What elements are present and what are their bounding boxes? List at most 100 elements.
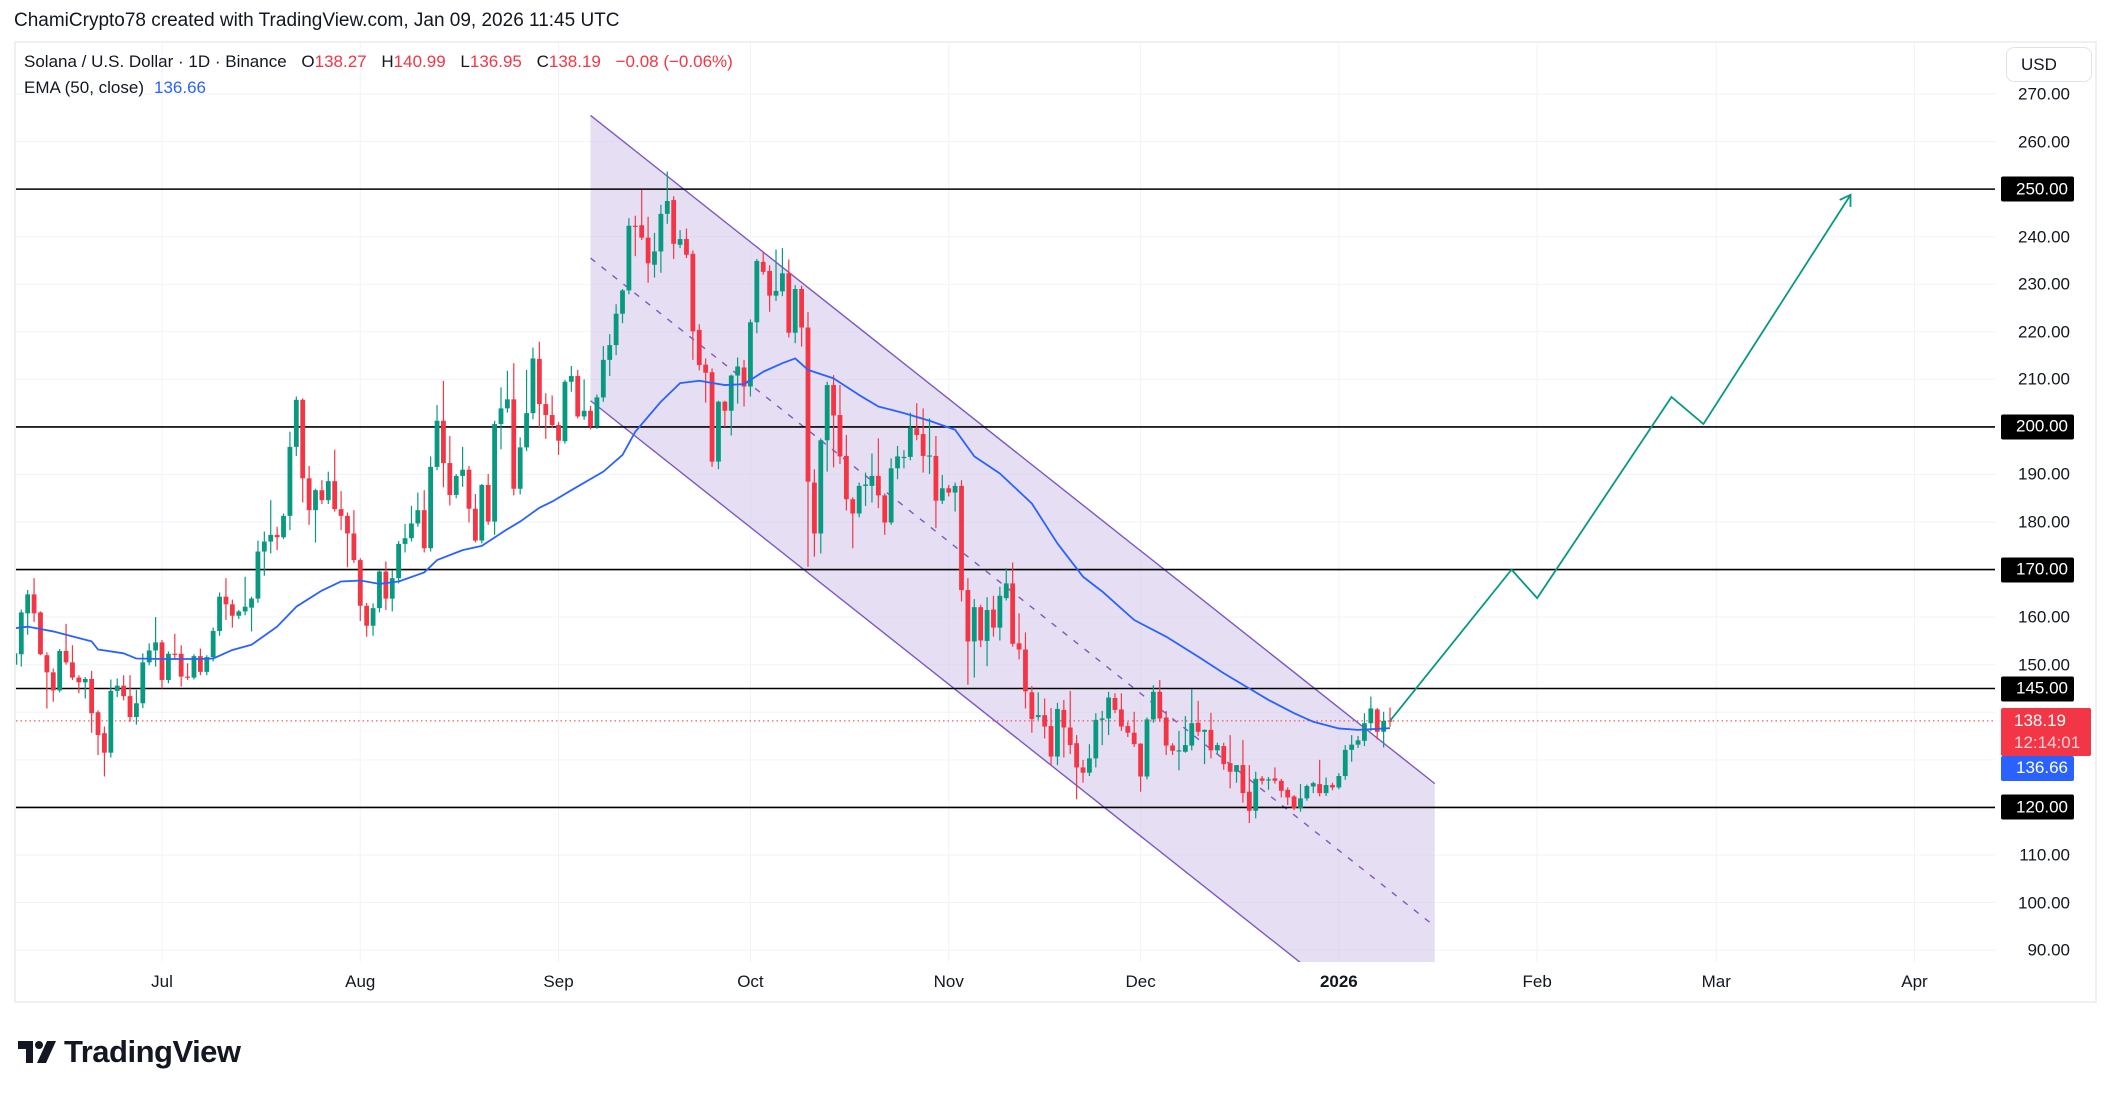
- candle: [1317, 759, 1323, 797]
- candle: [281, 513, 286, 540]
- candle-body: [313, 490, 318, 511]
- candle: [402, 523, 408, 553]
- candle-body: [1227, 763, 1233, 772]
- candle: [658, 204, 664, 273]
- candle-body: [933, 455, 939, 501]
- candle: [831, 375, 836, 468]
- candle: [268, 500, 274, 554]
- candle: [811, 469, 817, 557]
- candle: [530, 347, 536, 420]
- candle-body: [511, 399, 517, 489]
- candle: [89, 670, 95, 733]
- candle: [102, 726, 107, 777]
- candle: [1195, 700, 1201, 737]
- ema-legend[interactable]: EMA (50, close) 136.66: [24, 78, 206, 98]
- candle-body: [1272, 778, 1278, 781]
- candle: [1304, 784, 1310, 801]
- candle-body: [1138, 743, 1143, 777]
- candle-body: [242, 606, 248, 612]
- candle: [1330, 782, 1335, 791]
- candle-body: [121, 685, 127, 697]
- candle: [479, 483, 485, 544]
- candle-body: [1240, 765, 1246, 794]
- tradingview-logo[interactable]: TradingView: [18, 1034, 241, 1070]
- price-tick-label: 100.00: [2018, 893, 2070, 913]
- candle-body: [293, 399, 299, 447]
- candle: [473, 493, 478, 543]
- candle-body: [588, 410, 593, 427]
- candle: [748, 319, 753, 397]
- candle: [575, 369, 581, 419]
- candle: [965, 578, 971, 685]
- candle: [568, 366, 574, 392]
- candle: [1048, 707, 1054, 766]
- currency-button[interactable]: USD: [2006, 47, 2092, 82]
- candle: [1227, 735, 1233, 789]
- candle-body: [185, 676, 190, 678]
- candle: [588, 405, 593, 430]
- candle: [434, 405, 440, 471]
- price-tick-label: 220.00: [2018, 322, 2070, 342]
- candle: [696, 324, 702, 371]
- candle-body: [524, 413, 529, 448]
- candle-body: [1035, 715, 1041, 718]
- candle-body: [38, 612, 43, 655]
- last-price-label: 138.19 12:14:01: [2001, 707, 2091, 756]
- candle-body: [498, 408, 504, 425]
- tradingview-logo-icon: [18, 1041, 56, 1063]
- candle: [492, 420, 497, 535]
- candle-body: [50, 672, 56, 691]
- candle-body: [984, 610, 990, 641]
- candle: [620, 288, 625, 324]
- candle: [1055, 702, 1060, 766]
- candle-body: [1285, 789, 1291, 798]
- candle-body: [1163, 717, 1169, 746]
- candle: [843, 435, 849, 511]
- candle-body: [441, 420, 446, 464]
- candle-body: [869, 475, 875, 486]
- candle-body: [217, 596, 222, 631]
- candle: [837, 385, 843, 465]
- candle: [1310, 781, 1316, 794]
- candle: [684, 228, 689, 259]
- level-price-label: 170.00: [2001, 557, 2074, 583]
- symbol-legend[interactable]: Solana / U.S. Dollar · 1D · Binance O138…: [24, 52, 733, 72]
- candle-body: [421, 510, 427, 549]
- candle-body: [383, 571, 389, 599]
- candle: [319, 480, 325, 504]
- candle-body: [850, 499, 856, 514]
- candle-body: [863, 484, 868, 486]
- candle: [460, 446, 466, 487]
- candle-body: [1042, 715, 1048, 727]
- candle: [441, 380, 446, 488]
- candle: [914, 403, 920, 441]
- candle: [421, 490, 427, 553]
- candle-body: [1080, 767, 1086, 773]
- candle-body: [536, 358, 542, 405]
- candle-body: [530, 358, 536, 414]
- candle: [114, 678, 120, 698]
- candle: [504, 370, 510, 413]
- candle-body: [978, 607, 984, 641]
- candle: [1010, 562, 1016, 647]
- candle-body: [76, 677, 82, 683]
- candle: [824, 381, 830, 472]
- candle-body: [1342, 749, 1348, 777]
- candle-body: [402, 538, 408, 544]
- candle: [134, 689, 139, 725]
- price-tick-label: 260.00: [2018, 132, 2070, 152]
- candle: [274, 526, 280, 551]
- candle-body: [306, 478, 312, 511]
- candle-body: [492, 424, 497, 522]
- candle: [1112, 693, 1118, 714]
- candle: [677, 230, 683, 249]
- candle: [1374, 707, 1380, 740]
- candle-body: [95, 712, 101, 736]
- candle: [607, 334, 613, 377]
- candle: [345, 512, 350, 568]
- candle-body: [191, 656, 197, 678]
- candle-body: [613, 313, 619, 346]
- candle-body: [664, 201, 670, 214]
- candle-body: [780, 273, 785, 292]
